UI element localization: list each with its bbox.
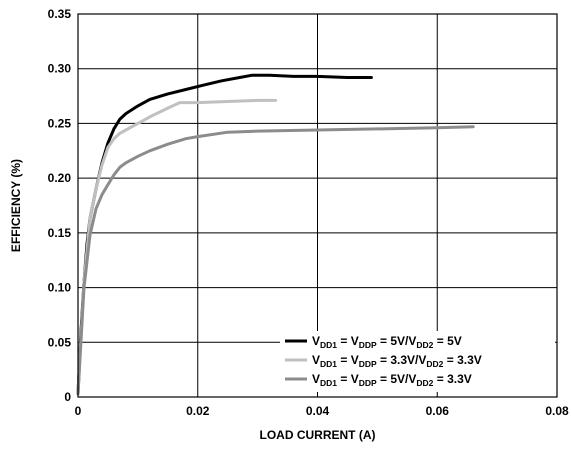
x-tick-label: 0.08 (545, 404, 569, 418)
legend-text-part: = V (337, 334, 359, 348)
legend-subscript: DD1 (320, 340, 337, 350)
legend-background (280, 331, 555, 392)
legend-entry: VDD1 = VDDP = 5V/VDD2 = 3.3V (312, 372, 472, 388)
y-tick-label: 0.15 (48, 226, 72, 240)
y-tick-label: 0.25 (48, 116, 72, 130)
legend-text-part: = 3.3V (443, 353, 481, 367)
legend-text-part: V (312, 372, 320, 386)
legend-subscript: DD1 (320, 359, 337, 369)
y-tick-label: 0.10 (48, 281, 72, 295)
legend-entry: VDD1 = VDDP = 5V/VDD2 = 5V (312, 334, 462, 350)
legend-text-part: = V (337, 372, 359, 386)
legend-text-part: = 3.3V/V (377, 353, 427, 367)
legend-subscript: DD1 (320, 378, 337, 388)
series-line-3 (76, 125, 475, 396)
series-lines (76, 73, 475, 396)
plot-frame (77, 13, 558, 398)
series-line-2 (76, 98, 278, 396)
legend-text-part: = V (337, 353, 359, 367)
y-tick-label: 0.35 (48, 7, 72, 21)
legend-text-part: = 5V/V (377, 372, 417, 386)
y-tick-label: 0.05 (48, 335, 72, 349)
legend-subscript: DD2 (426, 359, 443, 369)
x-tick-label: 0.02 (186, 404, 210, 418)
x-axis-label: LOAD CURRENT (A) (260, 428, 376, 442)
legend-text-part: = 5V/V (377, 334, 417, 348)
legend-text-part: V (312, 334, 320, 348)
legend-text-part: V (312, 353, 320, 367)
x-tick-label: 0 (75, 404, 82, 418)
legend-subscript: DDP (359, 359, 377, 369)
y-tick-label: 0.20 (48, 171, 72, 185)
legend-subscript: DD2 (416, 378, 433, 388)
legend-text-part: = 3.3V (433, 372, 471, 386)
legend-entry: VDD1 = VDDP = 3.3V/VDD2 = 3.3V (312, 353, 482, 369)
x-tick-label: 0.04 (306, 404, 330, 418)
y-tick-label: 0 (64, 390, 71, 404)
y-tick-label: 0.30 (48, 62, 72, 76)
x-tick-label: 0.06 (426, 404, 450, 418)
legend-subscript: DD2 (416, 340, 433, 350)
legend-subscript: DDP (359, 378, 377, 388)
legend-subscript: DDP (359, 340, 377, 350)
tick-labels: 0 0.02 0.04 0.06 0.08 0 0.05 0.10 0.15 0.20 0.25 0.… (48, 7, 569, 418)
y-axis-label: EFFICIENCY (%) (9, 159, 23, 252)
legend-text-part: = 5V (433, 334, 461, 348)
